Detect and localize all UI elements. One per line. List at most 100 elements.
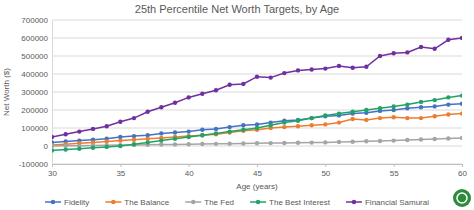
grid-line: [52, 74, 462, 75]
legend-label: Financial Samurai: [365, 198, 429, 207]
marker: [63, 147, 67, 151]
marker: [241, 129, 245, 133]
grid: [52, 20, 462, 164]
marker: [378, 116, 382, 120]
marker: [132, 143, 136, 147]
marker: [52, 144, 54, 148]
marker: [159, 138, 163, 142]
marker: [241, 128, 245, 132]
x-tick-mark: [52, 164, 53, 167]
marker: [214, 88, 218, 92]
x-tick-mark: [120, 164, 121, 167]
legend-marker: [111, 200, 115, 204]
marker: [91, 127, 95, 131]
marker: [132, 142, 136, 146]
marker: [378, 139, 382, 143]
marker: [419, 137, 423, 141]
y-tick: 100000: [21, 124, 52, 133]
marker: [296, 141, 300, 145]
marker: [282, 71, 286, 75]
marker: [309, 140, 313, 144]
series-line: [52, 138, 462, 146]
marker: [364, 118, 368, 122]
marker: [118, 143, 122, 147]
series-line: [52, 38, 462, 137]
marker: [419, 105, 423, 109]
marker: [337, 64, 341, 68]
y-tick-label: 400000: [21, 70, 48, 79]
marker: [145, 140, 149, 144]
legend-item: The Balance: [105, 198, 169, 207]
marker: [227, 141, 231, 145]
marker: [296, 119, 300, 123]
marker: [323, 114, 327, 118]
x-axis-title: Age (years): [236, 182, 278, 191]
chart: 25th Percentile Net Worth Targets, by Ag…: [0, 0, 474, 210]
marker: [337, 120, 341, 124]
marker: [282, 120, 286, 124]
marker: [405, 116, 409, 120]
marker: [227, 129, 231, 133]
marker: [432, 98, 436, 102]
legend-marker: [191, 200, 195, 204]
series-line: [52, 96, 462, 151]
series-markers: [52, 102, 462, 145]
legend-item: Fidelity: [45, 198, 89, 207]
marker: [364, 65, 368, 69]
x-tick: 60: [458, 164, 467, 178]
marker: [309, 116, 313, 120]
marker: [268, 123, 272, 127]
logo: [453, 189, 471, 207]
marker: [200, 133, 204, 137]
x-tick: 50: [321, 164, 330, 178]
marker: [186, 135, 190, 139]
marker: [309, 116, 313, 120]
grid-line: [52, 20, 462, 21]
marker: [63, 144, 67, 148]
marker: [145, 110, 149, 114]
legend-marker: [256, 200, 260, 204]
y-tick-label: 200000: [21, 106, 48, 115]
y-tick: -100000: [19, 160, 52, 169]
marker: [268, 141, 272, 145]
marker: [432, 114, 436, 118]
y-axis-title: Net Worth ($): [2, 68, 11, 116]
marker: [282, 125, 286, 129]
x-axis-line: [53, 165, 463, 168]
x-tick-label: 45: [253, 169, 262, 178]
y-tick-label: 600000: [21, 34, 48, 43]
marker: [446, 112, 450, 116]
marker: [460, 93, 462, 97]
y-tick: 200000: [21, 106, 52, 115]
plot-area: [52, 36, 462, 153]
marker: [63, 132, 67, 136]
marker: [391, 115, 395, 119]
y-tick: 0: [44, 142, 52, 151]
marker: [255, 75, 259, 79]
marker: [350, 139, 354, 143]
marker: [118, 138, 122, 142]
marker: [200, 128, 204, 132]
marker: [186, 142, 190, 146]
logo-badge: [453, 189, 471, 207]
marker: [104, 139, 108, 143]
marker: [214, 127, 218, 131]
marker: [309, 123, 313, 127]
marker: [255, 126, 259, 130]
legend-label: The Fed: [204, 198, 234, 207]
marker: [118, 120, 122, 124]
marker: [460, 111, 462, 115]
marker: [337, 140, 341, 144]
marker: [91, 146, 95, 150]
legend: Fidelity The Balance The Fed The Best Inter…: [45, 198, 429, 207]
marker: [173, 142, 177, 146]
marker: [186, 134, 190, 138]
marker: [446, 95, 450, 99]
legend-item: The Best Interest: [250, 198, 331, 207]
marker: [323, 122, 327, 126]
series-markers: [52, 111, 462, 147]
x-tick: 30: [48, 164, 57, 178]
marker: [52, 135, 54, 139]
x-tick-label: 60: [458, 169, 467, 178]
marker: [350, 66, 354, 70]
